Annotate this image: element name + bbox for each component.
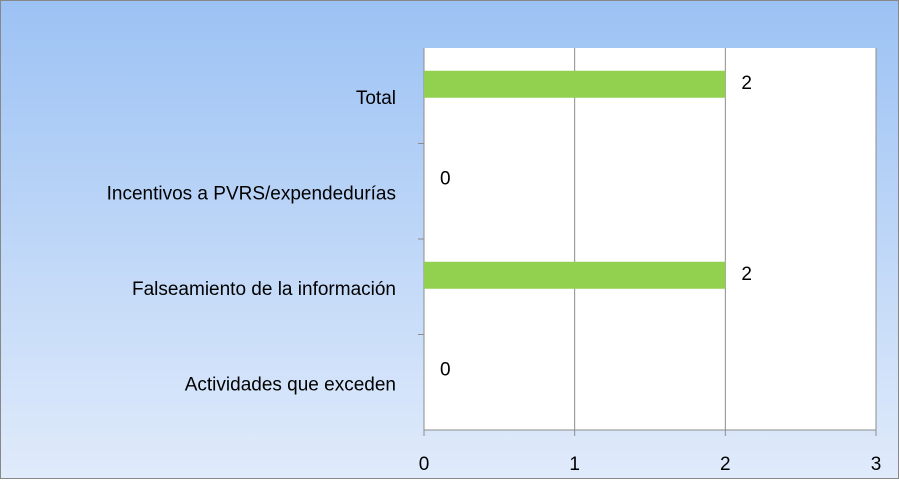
y-tick-label: Falseamiento de la información — [132, 279, 396, 300]
x-tick-label: 1 — [569, 454, 580, 475]
bar — [424, 70, 726, 98]
y-tick-label: Incentivos a PVRS/expendedurías — [107, 183, 396, 204]
data-label: 0 — [440, 359, 451, 380]
data-label: 0 — [440, 168, 451, 189]
plot-area — [424, 48, 876, 430]
bar — [424, 261, 726, 289]
x-tick-label: 2 — [720, 454, 731, 475]
data-label: 2 — [741, 264, 752, 285]
y-tick-label: Actividades que exceden — [185, 374, 396, 395]
y-tick-label: Total — [356, 88, 396, 109]
x-tick-label: 0 — [419, 454, 430, 475]
x-tick-label: 3 — [871, 454, 882, 475]
data-label: 2 — [741, 73, 752, 94]
